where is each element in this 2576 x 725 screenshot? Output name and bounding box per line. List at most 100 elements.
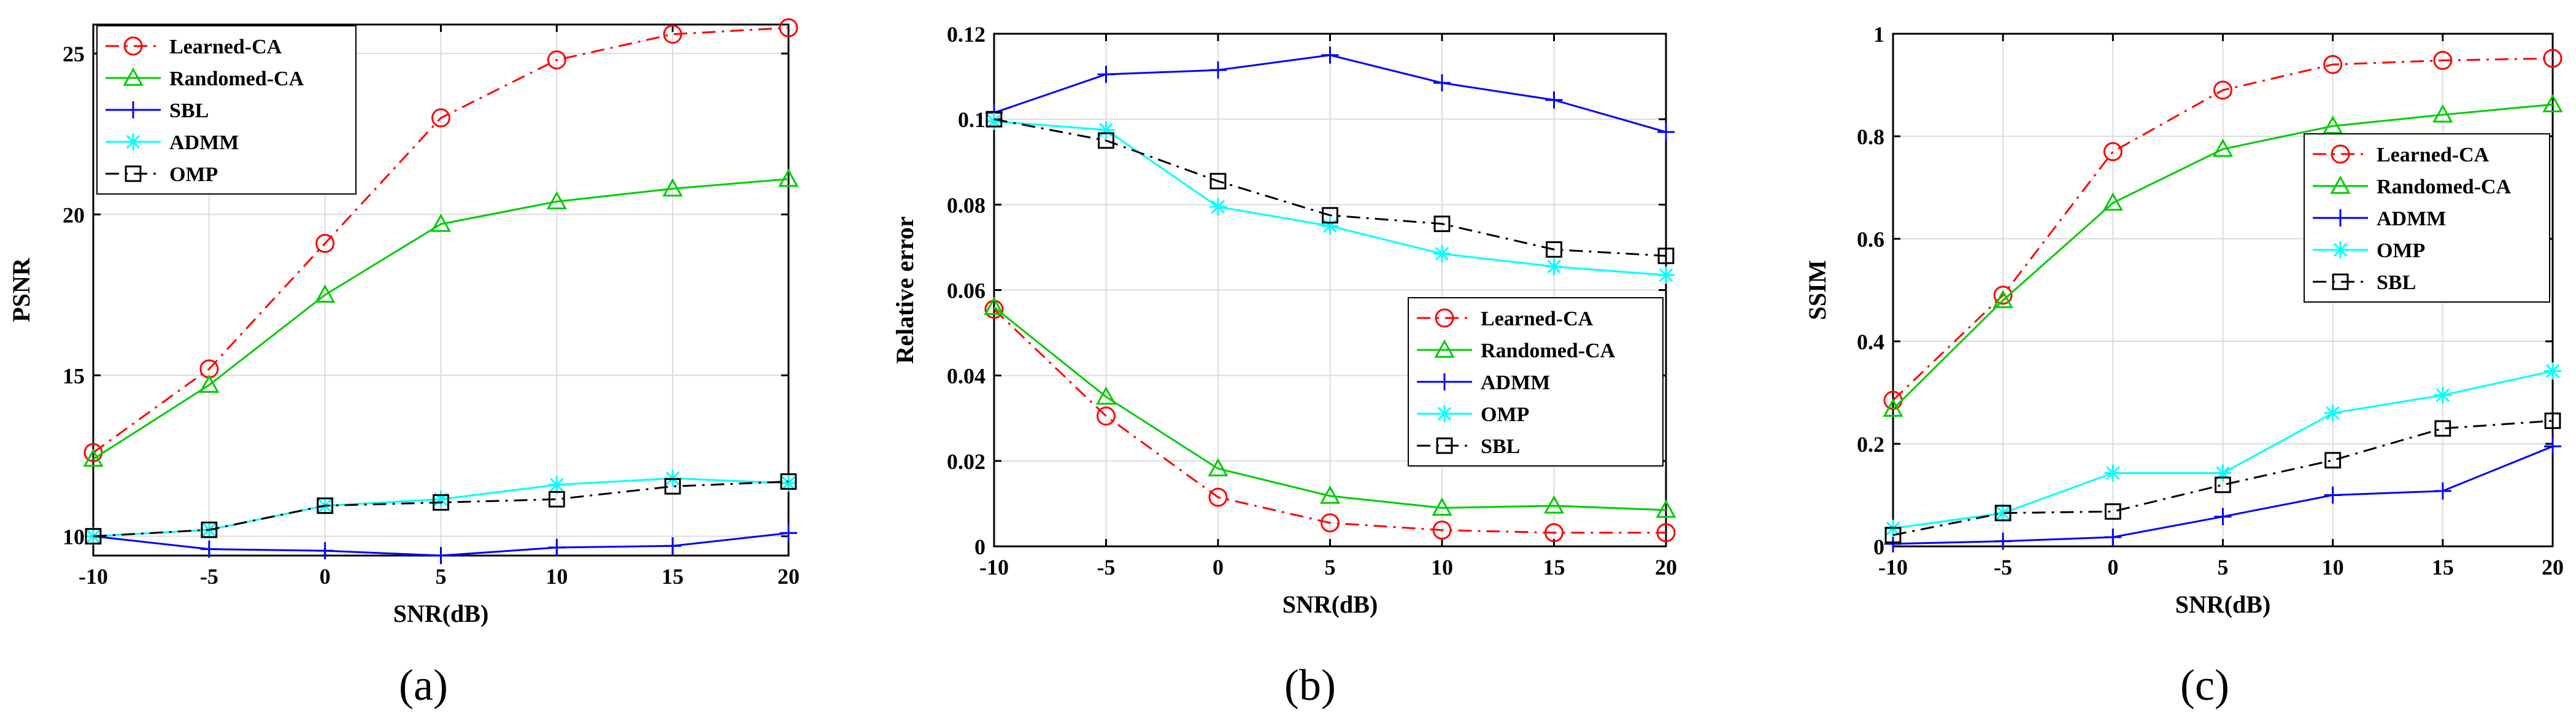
data-point	[664, 537, 682, 555]
data-point	[1321, 513, 1340, 533]
data-point	[985, 112, 1003, 130]
data-point	[1319, 485, 1341, 504]
data-point	[1544, 523, 1564, 543]
data-point	[1994, 532, 2012, 550]
data-point	[83, 448, 104, 467]
legend-label: Learned-CA	[169, 36, 282, 58]
series-omp	[85, 473, 797, 545]
legend-label: OMP	[1481, 403, 1529, 426]
data-point	[2324, 486, 2342, 504]
panel-caption: (c)	[2180, 661, 2229, 710]
y-tick-label: 0.08	[947, 193, 985, 217]
series-line	[1892, 103, 2553, 410]
series-randomed-ca	[984, 297, 1676, 518]
data-point	[1545, 91, 1563, 109]
data-point	[1209, 198, 1227, 215]
data-point	[1209, 173, 1227, 190]
x-tick-label: 5	[2218, 555, 2229, 580]
y-tick-label: 0	[1873, 535, 1884, 559]
x-tick-label: 10	[546, 564, 568, 589]
data-point	[1433, 74, 1451, 92]
y-axis-label: PSNR	[7, 257, 35, 322]
data-point	[662, 178, 683, 197]
x-tick-label: -10	[1878, 555, 1908, 580]
legend-label: Randomed-CA	[169, 68, 304, 90]
legend-marker	[2330, 175, 2351, 194]
series-line	[93, 26, 789, 454]
legend-label: OMP	[2377, 239, 2425, 262]
data-point	[1993, 285, 2013, 305]
data-point	[1097, 406, 1116, 426]
series-line	[993, 308, 1666, 534]
x-tick-label: -5	[200, 564, 218, 589]
data-point	[315, 284, 336, 303]
data-point	[2213, 80, 2232, 100]
data-point	[780, 473, 797, 490]
data-point	[2323, 115, 2343, 134]
legend-label: SBL	[2377, 271, 2416, 294]
data-point	[1656, 523, 1676, 543]
data-point	[1098, 132, 1114, 149]
x-tick-label: 5	[436, 564, 447, 589]
y-tick-label: 25	[63, 42, 85, 66]
x-tick-label: -10	[979, 555, 1009, 580]
data-point	[1433, 215, 1451, 233]
data-point	[1994, 504, 2012, 522]
data-point	[984, 297, 1005, 316]
x-tick-label: 0	[2107, 555, 2118, 580]
legend-label: OMP	[169, 163, 218, 186]
x-tick-label: -5	[1994, 555, 2012, 580]
series-line	[1892, 57, 2553, 401]
data-point	[664, 478, 681, 495]
data-point	[2434, 482, 2451, 500]
data-point	[2214, 464, 2232, 482]
data-point	[1095, 386, 1117, 405]
data-point	[316, 542, 334, 560]
data-point	[663, 25, 682, 44]
data-point	[2102, 192, 2123, 211]
data-point	[1656, 499, 1676, 518]
data-point	[780, 475, 797, 492]
legend-label: Learned-CA	[2377, 144, 2489, 166]
data-point	[546, 191, 567, 210]
data-point	[1883, 398, 1903, 417]
y-tick-label: 0.02	[947, 449, 985, 474]
series-learned-ca	[984, 300, 1676, 543]
data-point	[1322, 207, 1338, 224]
data-point	[2212, 138, 2234, 157]
data-point	[431, 108, 450, 128]
y-tick-label: 0.8	[1857, 125, 1884, 149]
data-point	[779, 18, 798, 37]
data-point	[1432, 521, 1452, 540]
data-point	[317, 497, 334, 514]
legend-label: SBL	[1481, 435, 1520, 458]
data-point	[548, 476, 566, 494]
data-point	[2543, 48, 2563, 68]
series-line	[93, 480, 789, 538]
data-point	[2542, 94, 2563, 112]
data-point	[1657, 123, 1675, 141]
y-tick-label: 0.12	[947, 22, 985, 47]
series-line	[93, 178, 789, 460]
y-axis-label: Relative error	[891, 216, 919, 363]
chart-psnr: -10 -5 0 5 10 15 20 10 15 20 25 SNR(dB) PSNR (a) Learn…	[7, 18, 800, 710]
x-tick-label: 20	[1655, 555, 1677, 580]
data-point	[2103, 142, 2123, 161]
data-point	[2544, 362, 2561, 380]
data-point	[2104, 528, 2122, 546]
y-tick-label: 0.2	[1857, 432, 1884, 457]
y-tick-label: 0.1	[958, 107, 985, 132]
data-point	[548, 490, 565, 508]
legend-label: ADMM	[1481, 371, 1550, 394]
data-point	[985, 110, 1003, 128]
y-tick-label: 0.06	[947, 279, 985, 303]
legend-marker	[125, 165, 142, 182]
series-admm	[1884, 438, 2561, 552]
legend-label: Learned-CA	[1481, 308, 1594, 330]
data-point	[2434, 386, 2451, 404]
data-point	[548, 538, 566, 556]
x-tick-label: 20	[2542, 555, 2564, 580]
data-point	[2104, 464, 2122, 482]
panel-caption: (a)	[399, 661, 448, 710]
